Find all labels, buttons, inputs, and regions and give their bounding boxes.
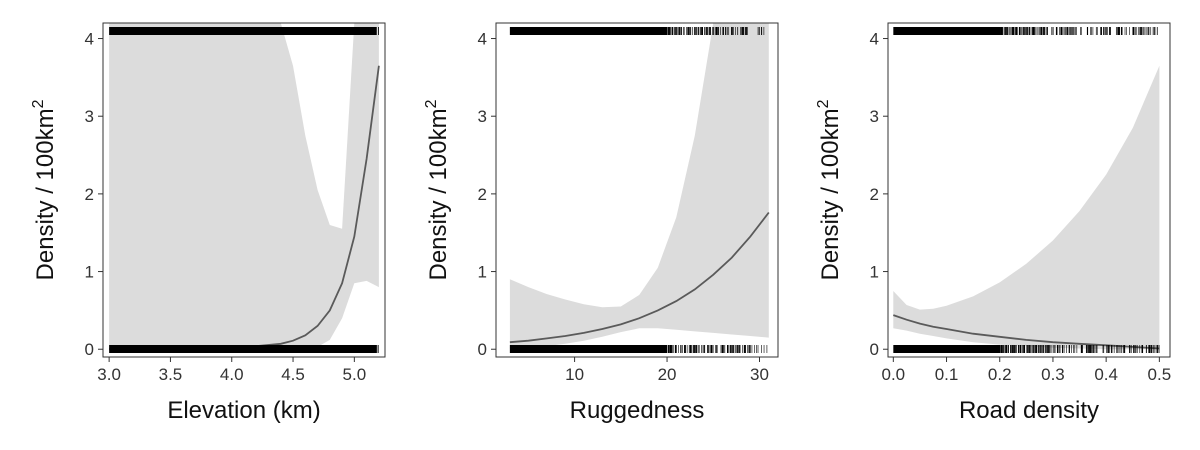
- x-tick-label: 5.0: [343, 365, 367, 384]
- y-tick-label: 0: [870, 340, 879, 359]
- y-tick-label: 2: [870, 185, 879, 204]
- y-axis-title-text: Density / 100km: [32, 108, 59, 280]
- confidence-ribbon: [109, 23, 379, 350]
- rug-solid-band: [509, 345, 668, 353]
- y-tick-label: 4: [478, 30, 487, 49]
- rug-solid-band: [893, 27, 1000, 35]
- x-tick-label: 4.0: [220, 365, 244, 384]
- chart-panel-1: 0 1 2 3 4 3.0 3.5 4.0 4.5 5.0 Elevation (km) Densit…: [30, 22, 386, 424]
- y-tick-label: 2: [85, 185, 94, 204]
- x-axis-title: Road density: [959, 397, 1099, 424]
- x-tick-label: 3.0: [97, 365, 121, 384]
- y-tick-label: 3: [85, 107, 94, 126]
- x-tick-label: 0.5: [1148, 365, 1172, 384]
- rug-bottom: [509, 345, 768, 353]
- panel-border: [102, 22, 386, 358]
- rug-top: [109, 27, 379, 35]
- x-tick-label: 3.5: [159, 365, 183, 384]
- rug-solid-band: [109, 345, 377, 353]
- rug-solid-band: [509, 27, 668, 35]
- y-tick-label: 3: [870, 107, 879, 126]
- y-axis-title: Density / 100km2: [30, 99, 59, 280]
- y-tick-label: 1: [85, 263, 94, 282]
- plot-area: [893, 65, 1160, 350]
- y-axis-title-superscript: 2: [815, 99, 832, 108]
- x-tick-label: 10: [565, 365, 584, 384]
- x-tick-label: 0.4: [1094, 365, 1118, 384]
- rug-top: [893, 27, 1158, 35]
- y-tick-label: 0: [85, 340, 94, 359]
- y-tick-label: 0: [478, 340, 487, 359]
- plot-area: [109, 23, 380, 351]
- x-tick-label: 30: [750, 365, 769, 384]
- y-tick-label: 2: [478, 185, 487, 204]
- x-tick-label: 20: [658, 365, 677, 384]
- panel-border: [495, 22, 779, 358]
- x-tick-label: 4.5: [281, 365, 305, 384]
- chart-panel-3: 0 1 2 3 4 0.0 0.1 0.2 0.3 0.4 0.5 Road density Densi…: [815, 22, 1172, 424]
- y-tick-label: 3: [478, 107, 487, 126]
- rug-bottom: [893, 345, 1160, 353]
- x-axis-title: Elevation (km): [167, 397, 320, 424]
- y-axis-title-superscript: 2: [423, 99, 440, 108]
- y-tick-label: 4: [870, 30, 879, 49]
- rug-solid-band: [109, 27, 377, 35]
- rug-solid-band: [893, 345, 1000, 353]
- panel-border: [887, 22, 1171, 358]
- plot-area: [509, 23, 770, 349]
- x-axis-title: Ruggedness: [570, 397, 705, 424]
- x-tick-label: 0.3: [1041, 365, 1065, 384]
- y-axis-title: Density / 100km2: [423, 99, 452, 280]
- y-axis-title-text: Density / 100km: [817, 108, 844, 280]
- y-tick-label: 1: [870, 263, 879, 282]
- y-axis-title-text: Density / 100km: [425, 108, 452, 280]
- y-tick-label: 1: [478, 263, 487, 282]
- x-tick-label: 0.2: [988, 365, 1012, 384]
- y-tick-label: 4: [85, 30, 94, 49]
- y-axis-title: Density / 100km2: [815, 99, 844, 280]
- x-tick-label: 0.0: [882, 365, 906, 384]
- rug-bottom: [109, 345, 379, 353]
- fitted-curve: [509, 211, 770, 344]
- y-axis-title-superscript: 2: [30, 99, 47, 108]
- x-tick-label: 0.1: [935, 365, 959, 384]
- confidence-ribbon: [893, 65, 1160, 350]
- rug-top: [509, 27, 765, 35]
- confidence-ribbon: [509, 23, 769, 349]
